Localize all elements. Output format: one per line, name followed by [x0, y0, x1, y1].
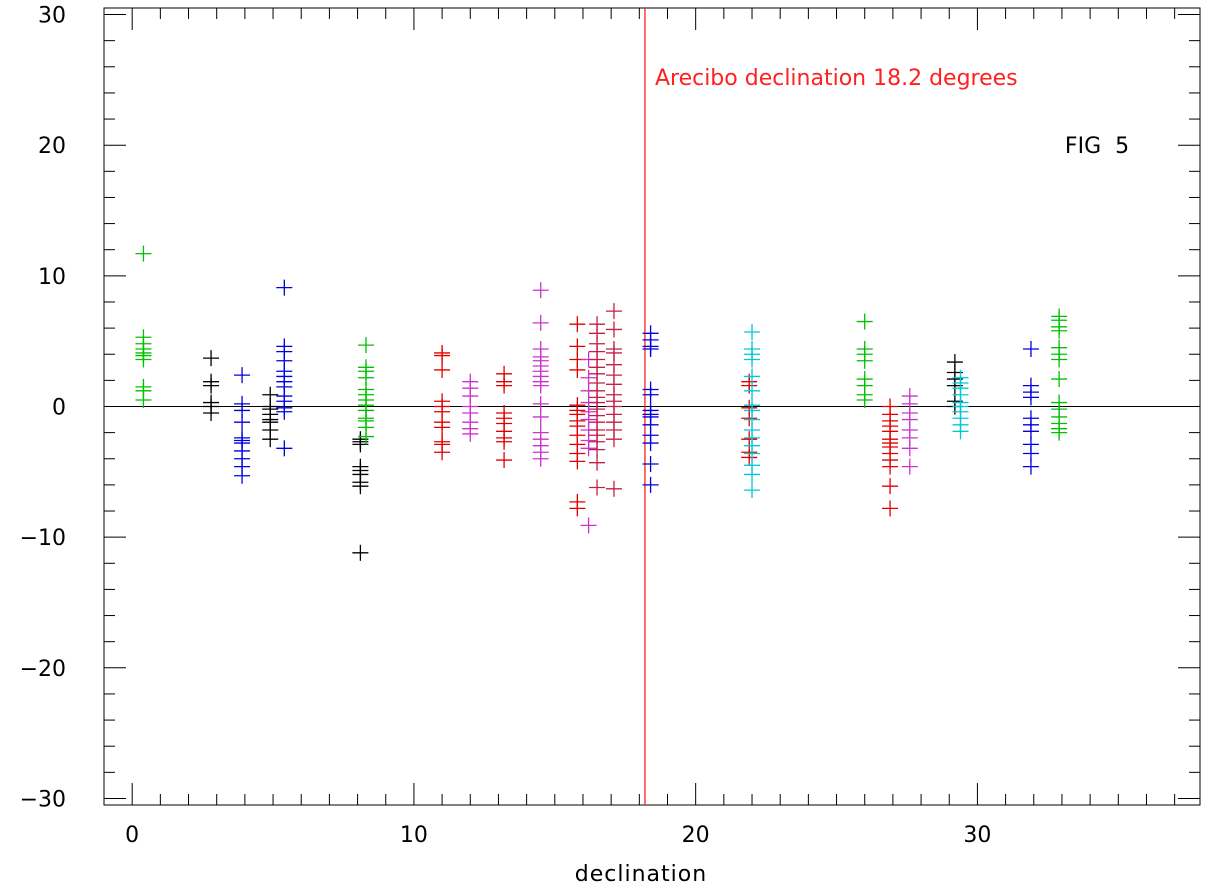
data-point-plus [1051, 424, 1068, 441]
data-point-plus [589, 479, 606, 496]
data-point-plus [234, 467, 251, 484]
data-point-plus [901, 440, 918, 457]
y-tick-label: 20 [38, 134, 66, 159]
data-point-plus [856, 352, 873, 369]
x-tick-label: 20 [682, 823, 710, 848]
data-point-plus [882, 478, 899, 495]
data-point-plus [532, 450, 549, 467]
data-point-plus [882, 458, 899, 475]
data-point-plus [744, 368, 761, 385]
tick-labels: 0 10 20 30 −30 −20 −10 0 10 20 30 [20, 4, 992, 848]
data-point-plus [1022, 458, 1039, 475]
data-point-plus [605, 480, 622, 497]
data-point-plus [532, 314, 549, 331]
data-point-plus [276, 440, 293, 457]
data-point-plus [952, 423, 969, 440]
data-point-plus [856, 313, 873, 330]
data-point-plus [580, 440, 597, 457]
data-point-plus [589, 454, 606, 471]
data-point-plus [744, 324, 761, 341]
data-point-plus [642, 476, 659, 493]
data-point-plus [744, 466, 761, 483]
data-point-plus [569, 361, 586, 378]
data-point-plus [203, 377, 220, 394]
data-point-plus [642, 435, 659, 452]
data-point-plus [276, 279, 293, 296]
data-point-plus [532, 282, 549, 299]
data-point-plus [434, 361, 451, 378]
data-point-plus [744, 482, 761, 499]
data-point-plus [744, 382, 761, 399]
y-tick-label: 30 [38, 4, 66, 29]
data-point-plus [358, 337, 375, 354]
data-point-plus [1051, 351, 1068, 368]
data-point-plus [1051, 322, 1068, 339]
data-point-plus [882, 500, 899, 517]
data-point-plus [462, 425, 479, 442]
data-point-plus [203, 405, 220, 422]
data-point-plus [532, 377, 549, 394]
y-tick-label: 10 [38, 265, 66, 290]
x-axis-label: declination [575, 862, 707, 887]
data-point-plus [135, 245, 152, 262]
data-point-plus [856, 391, 873, 408]
data-point-plus [605, 431, 622, 448]
y-tick-label: −10 [20, 526, 66, 551]
arecibo-annotation: Arecibo declination 18.2 degrees [655, 66, 1018, 91]
data-point-plus [532, 408, 549, 425]
data-point-plus [741, 449, 758, 466]
data-point-plus [1022, 341, 1039, 358]
data-point-plus [605, 303, 622, 320]
x-tick-label: 30 [963, 823, 991, 848]
data-point-plus [135, 391, 152, 408]
data-point-plus [496, 452, 513, 469]
data-point-plus [744, 351, 761, 368]
axis-ticks [103, 8, 1200, 805]
data-point-plus [496, 377, 513, 394]
data-point-plus [234, 414, 251, 431]
data-point-plus [496, 433, 513, 450]
data-point-plus [135, 351, 152, 368]
figure-number-label: FIG 5 [1065, 134, 1129, 159]
data-point-plus [434, 347, 451, 364]
data-point-plus [569, 453, 586, 470]
data-marks [135, 245, 1068, 561]
y-tick-label: −30 [20, 787, 66, 812]
data-point-plus [234, 367, 251, 384]
data-point-plus [569, 500, 586, 517]
data-point-plus [434, 419, 451, 436]
data-point-plus [262, 431, 279, 448]
data-point-plus [605, 321, 622, 338]
data-point-plus [352, 544, 369, 561]
data-point-plus [580, 517, 597, 534]
data-point-plus [901, 458, 918, 475]
data-point-plus [1022, 389, 1039, 406]
data-point-plus [276, 403, 293, 420]
data-point-plus [642, 386, 659, 403]
data-point-plus [741, 410, 758, 427]
x-tick-label: 0 [125, 823, 139, 848]
data-point-plus [358, 428, 375, 445]
data-point-plus [203, 350, 220, 367]
data-point-plus [569, 316, 586, 333]
data-point-plus [642, 341, 659, 358]
data-point-plus [642, 455, 659, 472]
y-tick-label: 0 [52, 396, 66, 421]
data-point-plus [352, 478, 369, 495]
data-point-plus [1051, 371, 1068, 388]
x-tick-label: 10 [400, 823, 428, 848]
y-tick-label: −20 [20, 657, 66, 682]
data-point-plus [434, 444, 451, 461]
